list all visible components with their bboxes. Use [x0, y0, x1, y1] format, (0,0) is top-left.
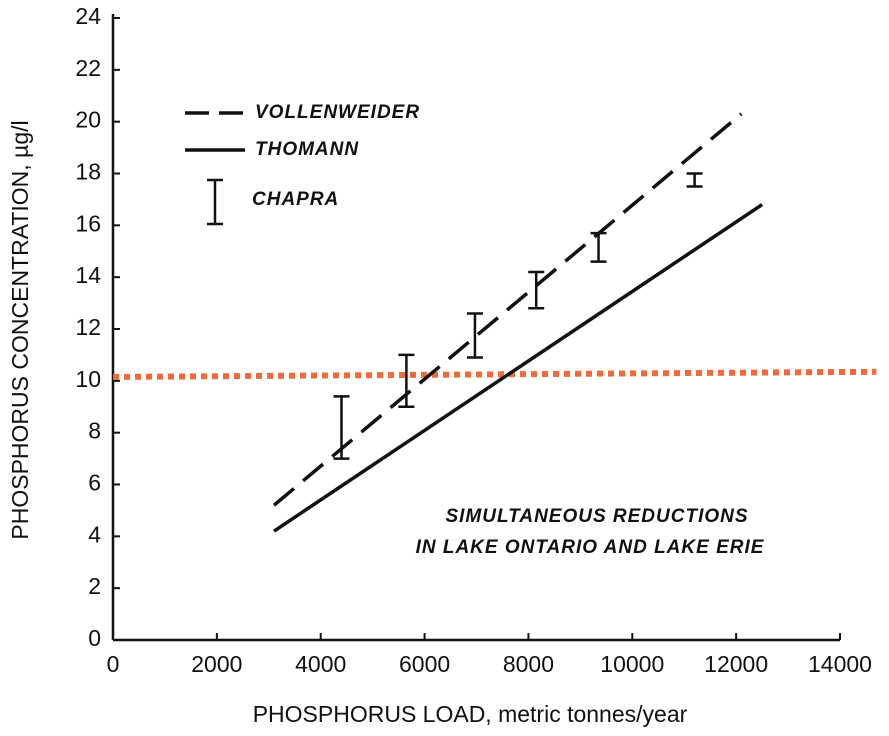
annotation: IN LAKE ONTARIO AND LAKE ERIE [416, 537, 765, 558]
x-tick-label: 12000 [704, 651, 768, 677]
y-tick-label: 18 [75, 159, 101, 185]
x-tick-label: 10000 [600, 651, 664, 677]
x-tick-label: 6000 [399, 651, 450, 677]
series-line [273, 203, 764, 533]
y-tick-label: 6 [88, 470, 101, 496]
x-tick-label: 8000 [503, 651, 554, 677]
x-tick-label: 2000 [191, 651, 242, 677]
legend-label: THOMANN [255, 139, 359, 160]
legend-label: VOLLENWEIDER [255, 102, 420, 123]
y-tick-label: 16 [75, 210, 101, 236]
y-axis-label: PHOSPHORUS CONCENTRATION, µg/l [7, 120, 33, 539]
legend-label: CHAPRA [252, 189, 339, 210]
y-tick-label: 8 [88, 418, 101, 444]
x-tick-label: 4000 [295, 651, 346, 677]
y-tick-label: 4 [88, 521, 101, 547]
x-tick-label: 14000 [808, 651, 872, 677]
x-axis-label: PHOSPHORUS LOAD, metric tonnes/year [253, 701, 688, 727]
y-tick-label: 10 [75, 366, 101, 392]
y-tick-label: 12 [75, 314, 101, 340]
x-tick-label: 0 [107, 651, 120, 677]
y-tick-label: 14 [75, 262, 101, 288]
y-tick-label: 20 [75, 107, 101, 133]
reference-line [112, 368, 877, 380]
y-tick-label: 22 [75, 55, 101, 81]
y-tick-label: 2 [88, 573, 101, 599]
series-line [272, 112, 743, 507]
y-tick-label: 24 [75, 3, 101, 29]
annotation: SIMULTANEOUS REDUCTIONS [445, 506, 748, 527]
y-tick-label: 0 [88, 625, 101, 651]
